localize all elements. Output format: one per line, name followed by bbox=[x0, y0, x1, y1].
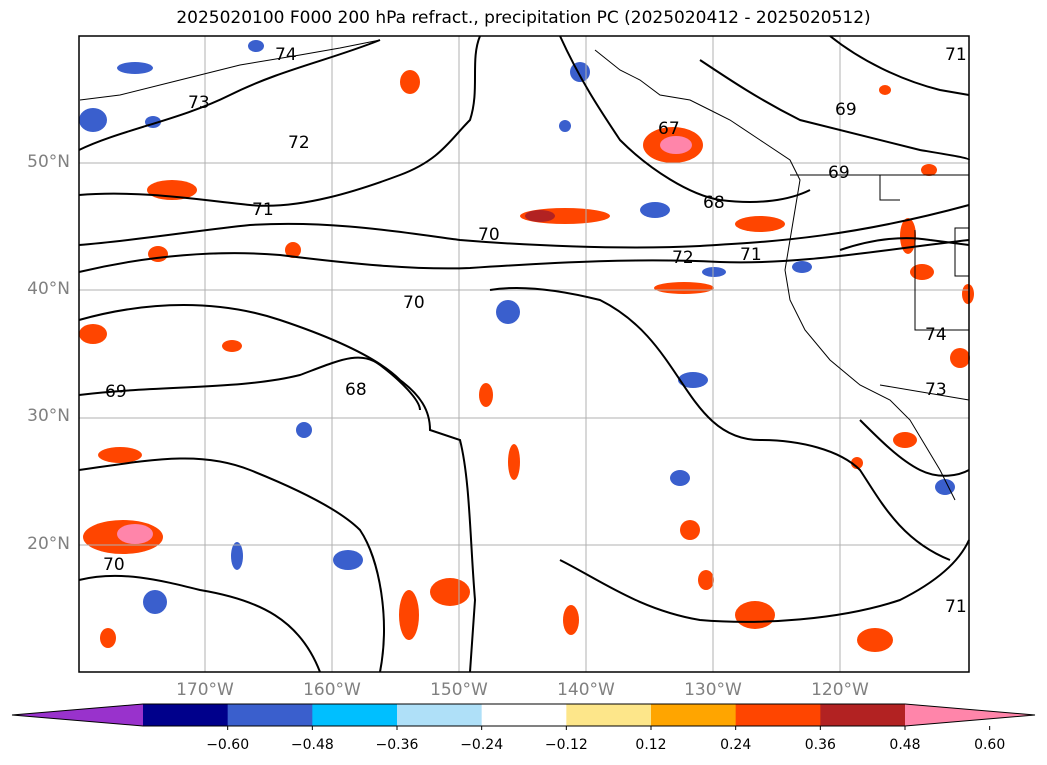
coastlines bbox=[79, 39, 970, 501]
colorbar-tick-label: −0.36 bbox=[375, 737, 419, 753]
colorbar-tick-label: −0.60 bbox=[206, 737, 250, 753]
lat-label-50n: 50°N bbox=[27, 152, 70, 172]
contour-label: 67 bbox=[658, 119, 680, 139]
colorbar-segment bbox=[227, 704, 313, 726]
contour-label: 71 bbox=[252, 200, 274, 220]
colorbar bbox=[11, 703, 1036, 730]
contour-label: 71 bbox=[945, 45, 967, 65]
lon-label-160w: 160°W bbox=[303, 680, 361, 700]
colorbar-extend-max bbox=[905, 704, 1035, 726]
colorbar-extend-min bbox=[12, 704, 143, 726]
contour-labels: 74 73 72 71 70 70 69 68 68 72 71 67 69 6… bbox=[103, 45, 967, 617]
contour-label: 74 bbox=[275, 45, 297, 65]
lon-label-120w: 120°W bbox=[811, 680, 869, 700]
colorbar-tick-label: 0.36 bbox=[804, 737, 836, 753]
contour-label: 70 bbox=[103, 555, 125, 575]
colorbar-tick-label: −0.12 bbox=[544, 737, 588, 753]
colorbar-tick-label: 0.24 bbox=[720, 737, 752, 753]
contour-label: 74 bbox=[925, 325, 947, 345]
contour-label: 69 bbox=[105, 382, 127, 402]
contour-label: 73 bbox=[188, 93, 210, 113]
colorbar-segment bbox=[820, 704, 906, 726]
lon-label-150w: 150°W bbox=[430, 680, 488, 700]
contour-label: 69 bbox=[835, 100, 857, 120]
lat-label-40n: 40°N bbox=[27, 279, 70, 299]
contour-label: 70 bbox=[403, 293, 425, 313]
colorbar-tick-label: 0.12 bbox=[635, 737, 667, 753]
contour-label: 70 bbox=[478, 225, 500, 245]
contour-label: 71 bbox=[945, 597, 967, 617]
colorbar-segment bbox=[566, 704, 652, 726]
map-title: 2025020100 F000 200 hPa refract., precip… bbox=[176, 8, 871, 28]
lon-label-170w: 170°W bbox=[176, 680, 234, 700]
map-frame bbox=[78, 35, 970, 673]
colorbar-outline bbox=[11, 703, 1036, 727]
colorbar-segment bbox=[397, 704, 483, 726]
colorbar-segment bbox=[735, 704, 821, 726]
contour-label: 71 bbox=[740, 245, 762, 265]
lat-label-20n: 20°N bbox=[27, 534, 70, 554]
contour-label: 69 bbox=[828, 163, 850, 183]
contour-label: 73 bbox=[925, 380, 947, 400]
contour-label: 68 bbox=[345, 380, 367, 400]
colorbar-tick-label: −0.24 bbox=[460, 737, 504, 753]
lon-label-130w: 130°W bbox=[684, 680, 742, 700]
graticule bbox=[79, 36, 969, 672]
colorbar-tick-label: −0.48 bbox=[290, 737, 334, 753]
lat-label-30n: 30°N bbox=[27, 406, 70, 426]
contour-label: 72 bbox=[672, 248, 694, 268]
colorbar-segment bbox=[651, 704, 737, 726]
contour-label: 68 bbox=[703, 193, 725, 213]
colorbar-segment bbox=[312, 704, 398, 726]
contour-label: 72 bbox=[288, 133, 310, 153]
refractivity-contours bbox=[78, 35, 970, 673]
map-panel: 74 73 72 71 70 70 69 68 68 72 71 67 69 6… bbox=[78, 35, 974, 673]
colorbar-tick-label: 0.60 bbox=[974, 737, 1006, 753]
lon-label-140w: 140°W bbox=[557, 680, 615, 700]
colorbar-tick-label: 0.48 bbox=[889, 737, 921, 753]
colorbar-segment bbox=[143, 704, 229, 726]
colorbar-segment bbox=[481, 704, 567, 726]
